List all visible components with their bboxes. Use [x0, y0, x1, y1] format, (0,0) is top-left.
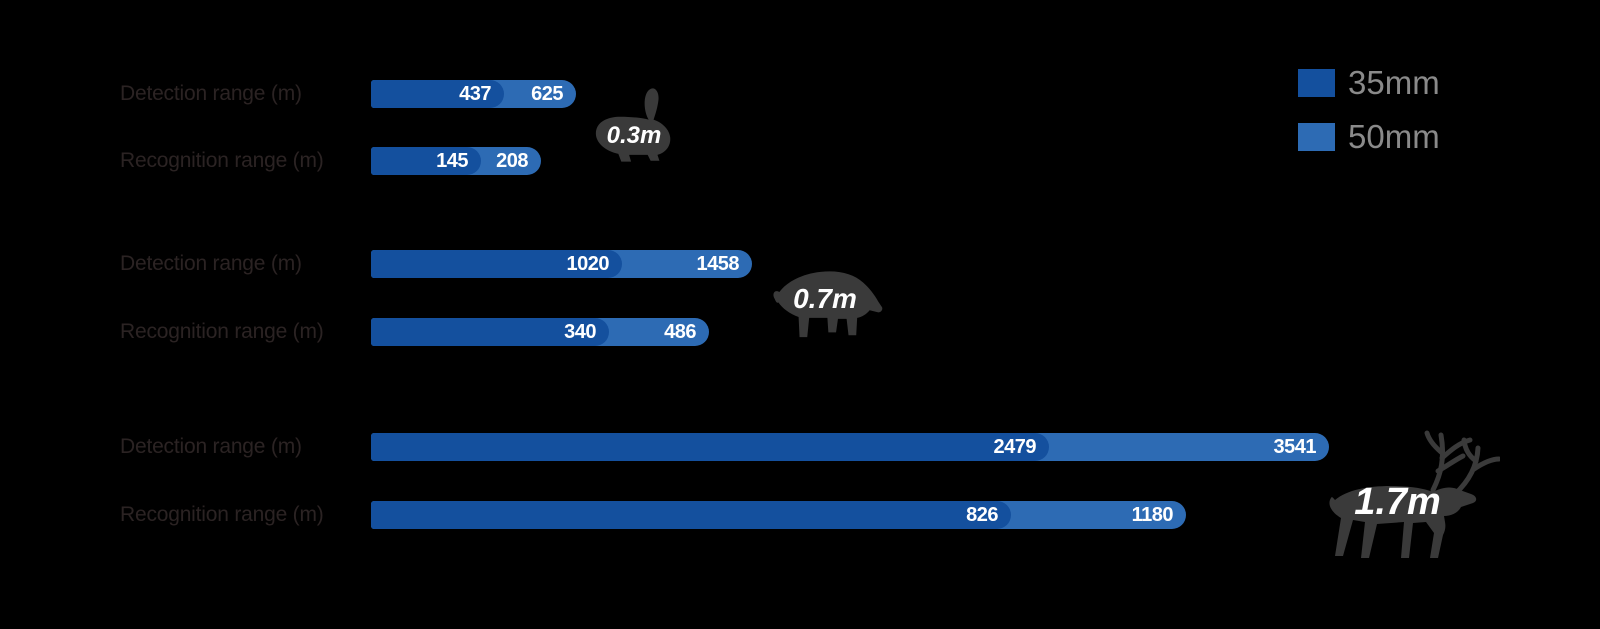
boar-silhouette: 0.7m: [765, 262, 885, 346]
bar-35mm: 2479: [371, 433, 1049, 461]
bar-row-reindeer-detection: Detection range (m) 3541 2479: [0, 433, 1600, 461]
row-label: Recognition range (m): [120, 503, 324, 526]
target-size-label: 0.3m: [606, 122, 662, 149]
bar-value-35mm: 2479: [993, 436, 1037, 458]
bar-value-35mm: 1020: [566, 253, 610, 275]
rabbit-silhouette: 0.3m: [590, 86, 678, 165]
bar-35mm: 1020: [371, 250, 622, 278]
bar-35mm: 437: [371, 80, 504, 108]
bar-35mm: 826: [371, 501, 1011, 529]
row-label: Recognition range (m): [120, 149, 324, 172]
rabbit-icon: [595, 88, 671, 162]
legend-swatch-50mm-icon: [1298, 123, 1335, 151]
bar-35mm: 340: [371, 318, 609, 346]
bar-row-rabbit-detection: Detection range (m) 625 437: [0, 80, 1600, 108]
bar-row-boar-detection: Detection range (m) 1458 1020: [0, 250, 1600, 278]
bar-value-50mm: 1458: [696, 253, 740, 275]
bar-row-reindeer-recognition: Recognition range (m) 1180 826: [0, 501, 1600, 529]
bar-row-boar-recognition: Recognition range (m) 486 340: [0, 318, 1600, 346]
bar-value-50mm: 625: [531, 83, 563, 105]
bar-value-50mm: 208: [496, 150, 528, 172]
bar-row-rabbit-recognition: Recognition range (m) 208 145: [0, 147, 1600, 175]
legend-label: 35mm: [1348, 64, 1440, 101]
reindeer-silhouette: 1.7m: [1315, 428, 1500, 560]
row-label: Detection range (m): [120, 435, 302, 458]
bar-value-50mm: 486: [664, 321, 696, 343]
row-label: Detection range (m): [120, 82, 302, 105]
bar-value-50mm: 1180: [1131, 504, 1174, 526]
legend-swatch-35mm-icon: [1298, 69, 1335, 97]
bar-value-50mm: 3541: [1273, 436, 1317, 458]
bar-value-35mm: 145: [436, 150, 468, 172]
bar-value-35mm: 340: [564, 321, 596, 343]
bar-value-35mm: 826: [966, 504, 998, 526]
bar-value-35mm: 437: [459, 83, 491, 105]
row-label: Recognition range (m): [120, 320, 324, 343]
legend-label: 50mm: [1348, 118, 1440, 155]
target-size-label: 0.7m: [793, 283, 857, 314]
reindeer-icon: [1329, 430, 1500, 558]
legend-item-35mm: 35mm: [1298, 64, 1440, 101]
legend-item-50mm: 50mm: [1298, 118, 1440, 155]
boar-icon: [773, 271, 883, 338]
row-label: Detection range (m): [120, 252, 302, 275]
bar-35mm: 145: [371, 147, 481, 175]
target-size-label: 1.7m: [1354, 481, 1441, 523]
